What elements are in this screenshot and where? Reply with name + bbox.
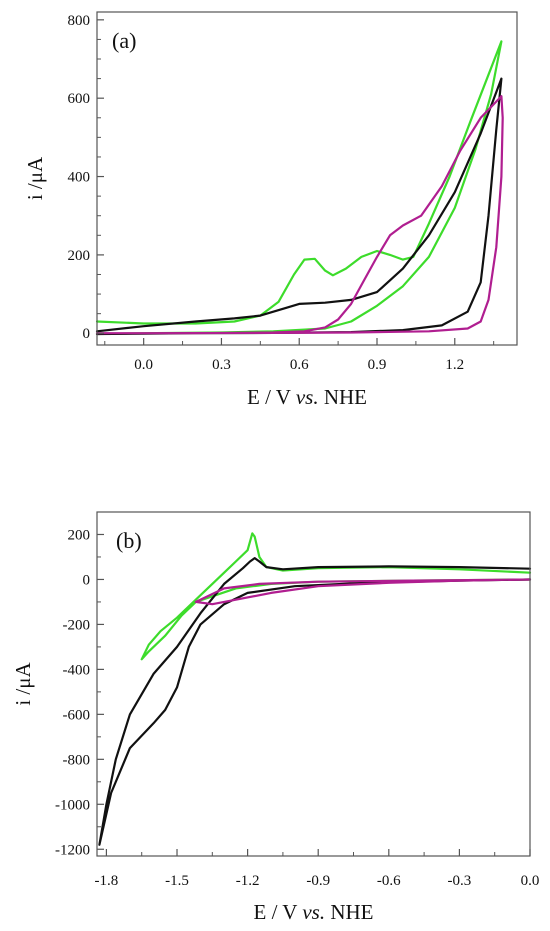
x-axis-title-lead: E / V xyxy=(254,900,303,924)
x-tick-label: 0.6 xyxy=(290,357,309,373)
y-tick-label: 200 xyxy=(68,248,91,264)
x-tick-label: 0.0 xyxy=(134,357,153,373)
y-tick-label: 800 xyxy=(68,13,91,29)
chart-panel-b: 200 0 -200 -400 -600 -800 -1000 -1200 -1.8 -1.5 -1… xyxy=(11,511,540,924)
y-tick-label: -1000 xyxy=(55,797,90,813)
y-tick-label: 600 xyxy=(68,91,91,107)
series-line-2 xyxy=(98,557,532,846)
panel-label: (b) xyxy=(116,528,142,553)
x-axis-title: E / V vs. NHE xyxy=(254,900,374,924)
x-tick-label: -1.8 xyxy=(95,873,119,889)
x-axis-title-tail: NHE xyxy=(325,900,373,924)
panel-label: (a) xyxy=(112,28,136,53)
y-axis-title: i /μA xyxy=(23,156,47,200)
y-tick-label: 0 xyxy=(83,326,91,342)
x-axis-title-italic: vs. xyxy=(296,385,319,409)
series-line-2 xyxy=(95,77,503,336)
y-tick-label: -800 xyxy=(63,752,91,768)
series-line-3 xyxy=(95,95,504,335)
x-tick-label: 0.9 xyxy=(368,357,387,373)
y-tick-label: -200 xyxy=(63,617,91,633)
x-tick-label: -1.5 xyxy=(165,873,189,889)
x-tick-label: -0.3 xyxy=(448,873,472,889)
plot-frame xyxy=(96,11,518,346)
y-tick-label: 400 xyxy=(68,170,91,186)
y-tick-label: -400 xyxy=(63,662,91,678)
x-tick-label: 0.3 xyxy=(212,357,231,373)
x-tick-label: 1.2 xyxy=(445,357,464,373)
series-line-1 xyxy=(95,40,503,336)
x-tick-label: 0.0 xyxy=(521,873,540,889)
series-line-1 xyxy=(140,532,532,661)
series-group xyxy=(98,532,532,846)
y-tick-label: 0 xyxy=(83,572,91,588)
y-tick-label: 200 xyxy=(68,527,91,543)
y-tick-label: -600 xyxy=(63,707,91,723)
x-tick-label: -0.6 xyxy=(377,873,401,889)
y-axis-title: i /μA xyxy=(11,661,35,705)
series-group xyxy=(95,40,504,336)
series-line-3 xyxy=(194,578,532,606)
x-axis-title: E / V vs. NHE xyxy=(247,385,367,409)
chart-panel-a: 0 200 400 600 800 0.0 0.3 0.6 0.9 1.2 (a) E / V vs.… xyxy=(23,11,518,409)
x-tick-label: -1.2 xyxy=(236,873,260,889)
x-axis-title-lead: E / V xyxy=(247,385,296,409)
y-tick-label: -1200 xyxy=(55,842,90,858)
x-axis-title-tail: NHE xyxy=(319,385,367,409)
plot-frame xyxy=(96,511,531,857)
x-tick-label: -0.9 xyxy=(306,873,330,889)
x-axis-title-italic: vs. xyxy=(302,900,325,924)
